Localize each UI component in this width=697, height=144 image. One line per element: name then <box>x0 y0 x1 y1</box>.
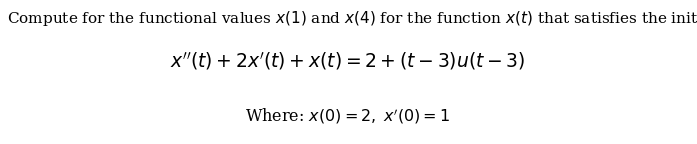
Text: $x''(t) + 2x'(t) + x(t) = 2 + (t - 3)u(t - 3)$: $x''(t) + 2x'(t) + x(t) = 2 + (t - 3)u(t… <box>170 50 526 72</box>
Text: Compute for the functional values $x(1)$ and $x(4)$ for the function $x(t)$ that: Compute for the functional values $x(1)$… <box>7 9 697 28</box>
Text: Where: $x(0) = 2,\; x'(0) = 1$: Where: $x(0) = 2,\; x'(0) = 1$ <box>245 107 450 126</box>
